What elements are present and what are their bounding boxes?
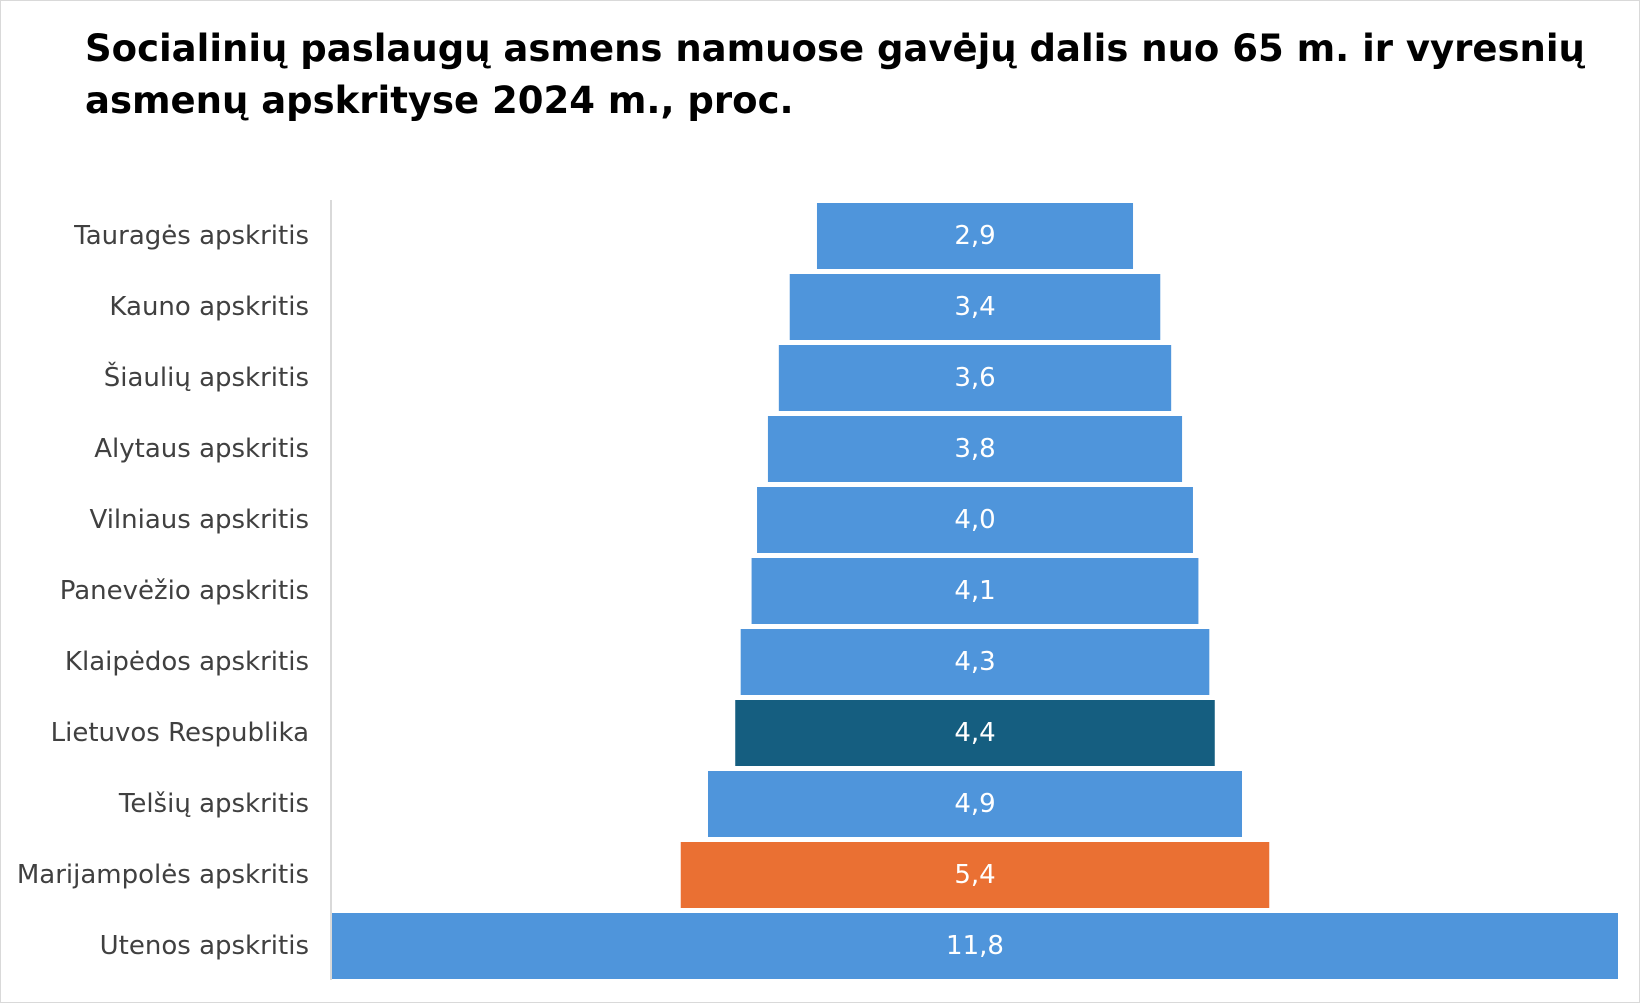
- bar-telsiu-apskritis: [707, 771, 1243, 837]
- category-label-kauno-apskritis: Kauno apskritis: [109, 292, 309, 322]
- data-label-kauno-apskritis: 3,4: [954, 292, 995, 322]
- bars-group: 2,9 Tauragės apskritis 3,4 Kauno apskritis 3…: [17, 203, 1618, 979]
- data-label-alytaus-apskritis: 3,8: [954, 434, 995, 464]
- category-label-vilniaus-apskritis: Vilniaus apskritis: [89, 505, 309, 535]
- bar-alytaus-apskritis: [767, 416, 1183, 482]
- bar-utenos-apskritis: [332, 913, 1618, 979]
- bar-panevezio-apskritis: [751, 558, 1199, 624]
- category-label-telsiu-apskritis: Telšių apskritis: [118, 789, 309, 819]
- category-label-siauliu-apskritis: Šiaulių apskritis: [104, 361, 309, 393]
- data-label-taurages-apskritis: 2,9: [954, 221, 995, 251]
- bar-lietuvos-respublika: [735, 700, 1215, 766]
- chart-title: Socialinių paslaugų asmens namuose gavėj…: [85, 27, 1585, 122]
- data-label-panevezio-apskritis: 4,1: [954, 576, 995, 606]
- data-label-klaipedos-apskritis: 4,3: [954, 647, 995, 677]
- category-label-utenos-apskritis: Utenos apskritis: [100, 931, 309, 961]
- bar-kauno-apskritis: [789, 274, 1161, 340]
- category-label-taurages-apskritis: Tauragės apskritis: [73, 221, 309, 251]
- data-label-siauliu-apskritis: 3,6: [954, 363, 995, 393]
- data-label-vilniaus-apskritis: 4,0: [954, 505, 995, 535]
- category-label-alytaus-apskritis: Alytaus apskritis: [94, 434, 309, 464]
- data-label-marijampoles-apskritis: 5,4: [954, 860, 995, 890]
- bar-taurages-apskritis: [816, 203, 1134, 269]
- bar-vilniaus-apskritis: [757, 487, 1193, 553]
- category-label-panevezio-apskritis: Panevėžio apskritis: [60, 576, 309, 606]
- category-label-lietuvos-respublika: Lietuvos Respublika: [51, 718, 309, 748]
- data-label-telsiu-apskritis: 4,9: [954, 789, 995, 819]
- bar-marijampoles-apskritis: [680, 842, 1270, 908]
- data-label-lietuvos-respublika: 4,4: [954, 718, 995, 748]
- category-label-marijampoles-apskritis: Marijampolės apskritis: [17, 860, 309, 890]
- data-label-utenos-apskritis: 11,8: [946, 931, 1004, 961]
- bar-siauliu-apskritis: [778, 345, 1172, 411]
- bar-klaipedos-apskritis: [740, 629, 1210, 695]
- category-label-klaipedos-apskritis: Klaipėdos apskritis: [65, 647, 309, 677]
